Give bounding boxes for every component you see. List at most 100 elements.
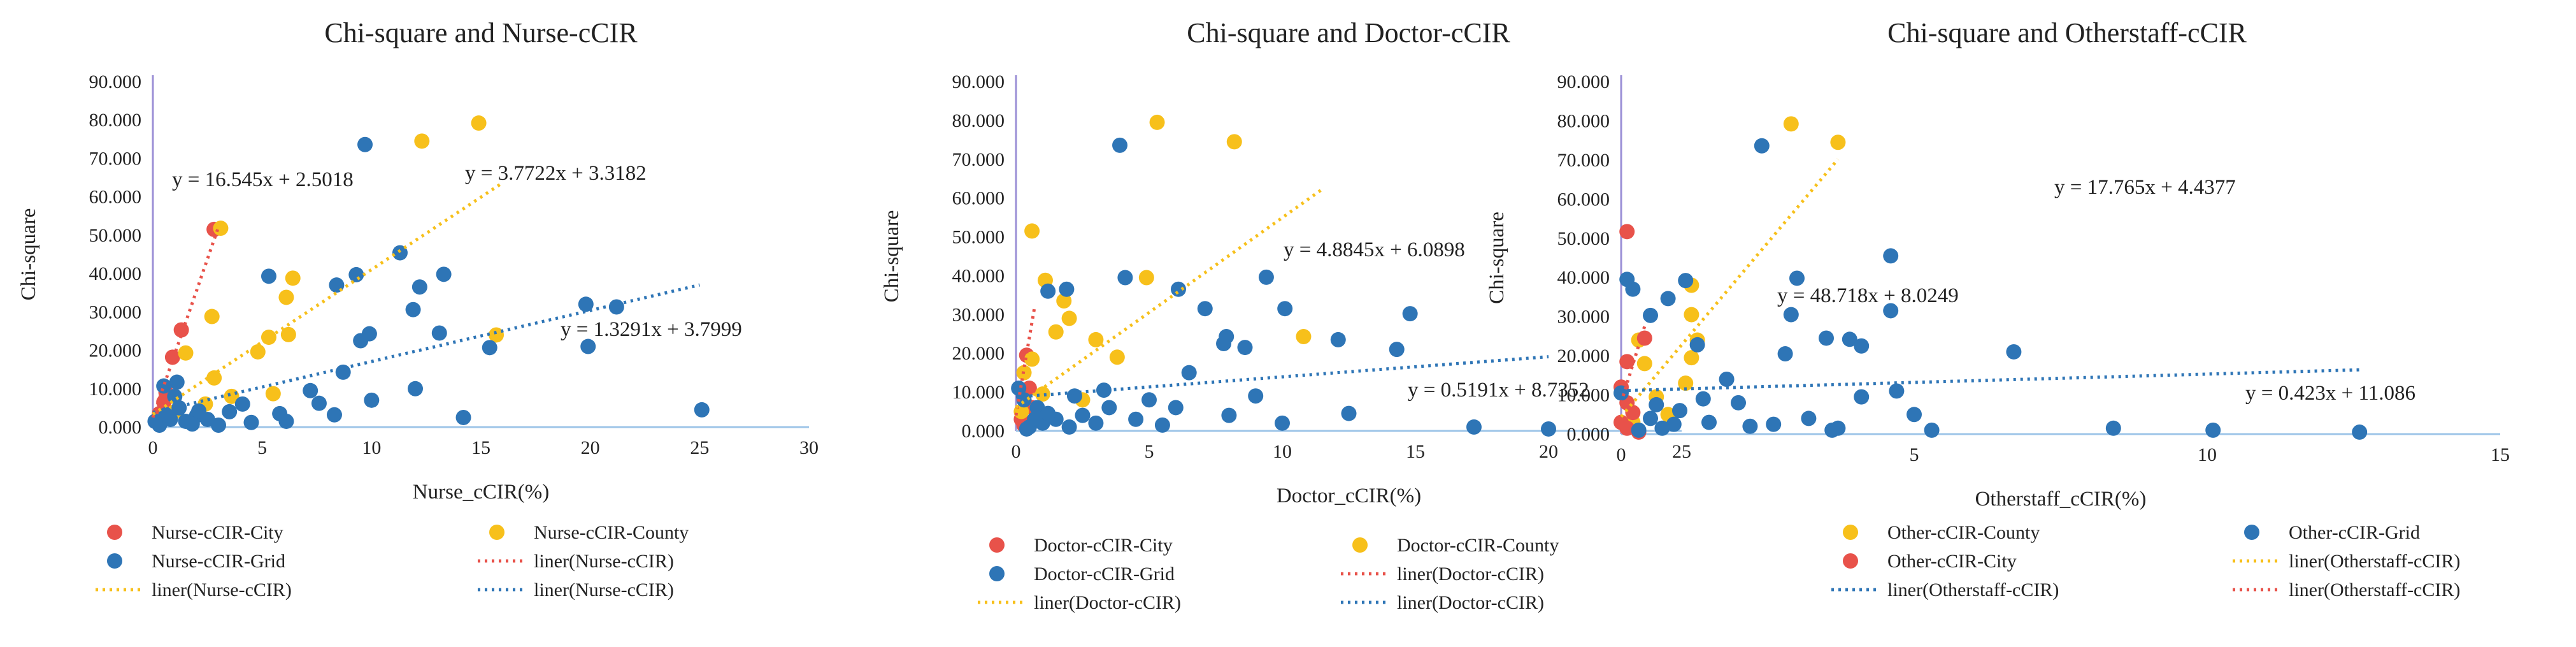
trendline-equation: y = 4.8845x + 6.0898 [1284, 238, 1465, 261]
data-point-doctor-ccir-grid [1027, 411, 1043, 427]
y-tick-label: 80.000 [1557, 110, 1610, 131]
trendline-equation: y = 17.765x + 4.4377 [2054, 176, 2236, 199]
legend-entry: Doctor-cCIR-County [1352, 535, 1559, 556]
data-point-doctor-ccir-grid [1112, 137, 1128, 153]
data-point-other-ccir-grid [1824, 422, 1840, 438]
data-point-other-ccir-grid [1789, 270, 1805, 286]
data-point-doctor-ccir-grid [1168, 400, 1184, 416]
data-point-nurse-ccir-grid [147, 413, 163, 429]
data-point-other-ccir-grid [1883, 303, 1899, 319]
data-point-other-ccir-city [1619, 224, 1635, 240]
data-point-nurse-ccir-grid [608, 299, 624, 315]
data-point-other-ccir-county [1678, 375, 1694, 391]
data-point-nurse-ccir-grid [156, 378, 172, 394]
data-point-nurse-ccir-grid [261, 268, 276, 284]
trendline-equation: y = 48.718x + 8.0249 [1777, 284, 1959, 307]
x-tick-label: 0 [148, 437, 158, 458]
legend-marker [1843, 525, 1858, 540]
data-point-other-ccir-grid [1854, 338, 1870, 354]
data-point-other-ccir-grid [2352, 424, 2368, 440]
data-point-doctor-ccir-grid [1061, 419, 1077, 435]
y-tick-label: 30.000 [89, 302, 142, 323]
data-point-doctor-ccir-grid [1170, 281, 1186, 297]
x-tick-label: 5 [257, 437, 267, 458]
data-point-doctor-ccir-grid [1101, 400, 1117, 416]
data-point-doctor-ccir-grid [1197, 301, 1213, 317]
data-point-doctor-ccir-grid [1219, 329, 1234, 345]
legend-label: liner(Otherstaff-cCIR) [2289, 551, 2460, 572]
data-point-nurse-ccir-grid [211, 417, 226, 433]
trendline-equation: y = 0.5191x + 8.7352 [1408, 379, 1589, 402]
x-tick-label: 10 [362, 437, 381, 458]
x-axis-label: Nurse_cCIR(%) [413, 481, 549, 504]
data-point-other-ccir-grid [1695, 391, 1711, 407]
data-point-nurse-ccir-grid [694, 402, 710, 418]
y-tick-label: 90.000 [1557, 71, 1610, 92]
data-point-other-ccir-grid [1842, 331, 1857, 347]
data-point-nurse-ccir-county [278, 289, 294, 305]
legend-entry: liner(Doctor-cCIR) [978, 592, 1181, 613]
data-point-nurse-ccir-grid [364, 392, 380, 408]
data-point-nurse-ccir-grid [234, 396, 250, 412]
y-tick-label: 70.000 [952, 149, 1005, 170]
y-tick-label: 0.000 [1567, 424, 1610, 445]
data-point-other-ccir-grid [1819, 330, 1834, 346]
data-point-nurse-ccir-grid [455, 409, 471, 425]
data-point-other-ccir-grid [1625, 281, 1641, 297]
legend-entry: Other-cCIR-Grid [2244, 522, 2420, 543]
data-point-other-ccir-grid [1731, 395, 1746, 411]
data-point-doctor-ccir-county [1056, 293, 1072, 309]
y-tick-label: 10.000 [952, 382, 1005, 403]
data-point-other-ccir-county [1830, 134, 1846, 150]
x-tick-label: 0 [1012, 441, 1021, 462]
legend-entry: liner(Doctor-cCIR) [1341, 563, 1544, 585]
legend-marker [107, 553, 122, 569]
data-point-other-ccir-grid [1754, 138, 1770, 154]
legend-marker [107, 525, 122, 540]
data-point-nurse-ccir-grid [272, 405, 288, 421]
trendline-equation: y = 0.423x + 11.086 [2245, 382, 2415, 405]
x-tick-label: 10 [2198, 444, 2217, 465]
x-tick-label: 15 [1406, 441, 1425, 462]
trendline [1620, 158, 1840, 418]
x-tick-label: 15 [2491, 444, 2510, 465]
legend-marker [1352, 537, 1368, 553]
data-point-other-ccir-grid [1924, 422, 1940, 438]
data-point-doctor-ccir-county [1061, 310, 1077, 326]
data-point-doctor-ccir-county [1024, 351, 1040, 367]
data-point-other-ccir-county [1636, 356, 1652, 372]
data-point-doctor-ccir-grid [1154, 417, 1170, 433]
legend-entry: Nurse-cCIR-City [107, 522, 283, 543]
data-point-doctor-ccir-grid [1040, 283, 1056, 299]
y-tick-label: 50.000 [952, 227, 1005, 248]
y-tick-label: 90.000 [952, 71, 1005, 92]
legend-entry: Nurse-cCIR-Grid [107, 551, 285, 572]
data-point-doctor-ccir-county [1149, 114, 1165, 130]
data-point-doctor-ccir-county [1109, 349, 1125, 365]
data-point-doctor-ccir-grid [1181, 365, 1197, 381]
chart-title: Chi-square and Doctor-cCIR [1187, 17, 1510, 48]
data-point-other-ccir-grid [2205, 422, 2221, 438]
data-point-doctor-ccir-city [1021, 381, 1037, 396]
y-tick-label: 60.000 [1557, 189, 1610, 210]
data-point-nurse-ccir-grid [405, 302, 421, 317]
y-axis-label: Chi-square [880, 210, 903, 303]
data-point-nurse-ccir-grid [431, 325, 447, 341]
trendline [152, 181, 504, 416]
legend-entry: Nurse-cCIR-County [489, 522, 689, 543]
data-point-other-ccir-city [1619, 420, 1635, 436]
chart-title: Chi-square and Otherstaff-cCIR [1887, 17, 2247, 48]
data-point-nurse-ccir-county [414, 133, 430, 149]
data-point-doctor-ccir-county [1088, 331, 1104, 347]
y-tick-label: 30.000 [952, 304, 1005, 325]
data-point-other-ccir-grid [1701, 414, 1717, 430]
legend-label: liner(Nurse-cCIR) [152, 579, 292, 600]
data-point-nurse-ccir-county [261, 330, 276, 345]
data-point-nurse-ccir-grid [311, 395, 327, 411]
x-tick-label: 0 [1617, 444, 1626, 465]
data-point-other-ccir-grid [1742, 418, 1758, 434]
legend-entry: liner(Otherstaff-cCIR) [2233, 551, 2460, 572]
data-point-doctor-ccir-grid [1117, 270, 1133, 286]
data-point-doctor-ccir-grid [1075, 407, 1091, 423]
